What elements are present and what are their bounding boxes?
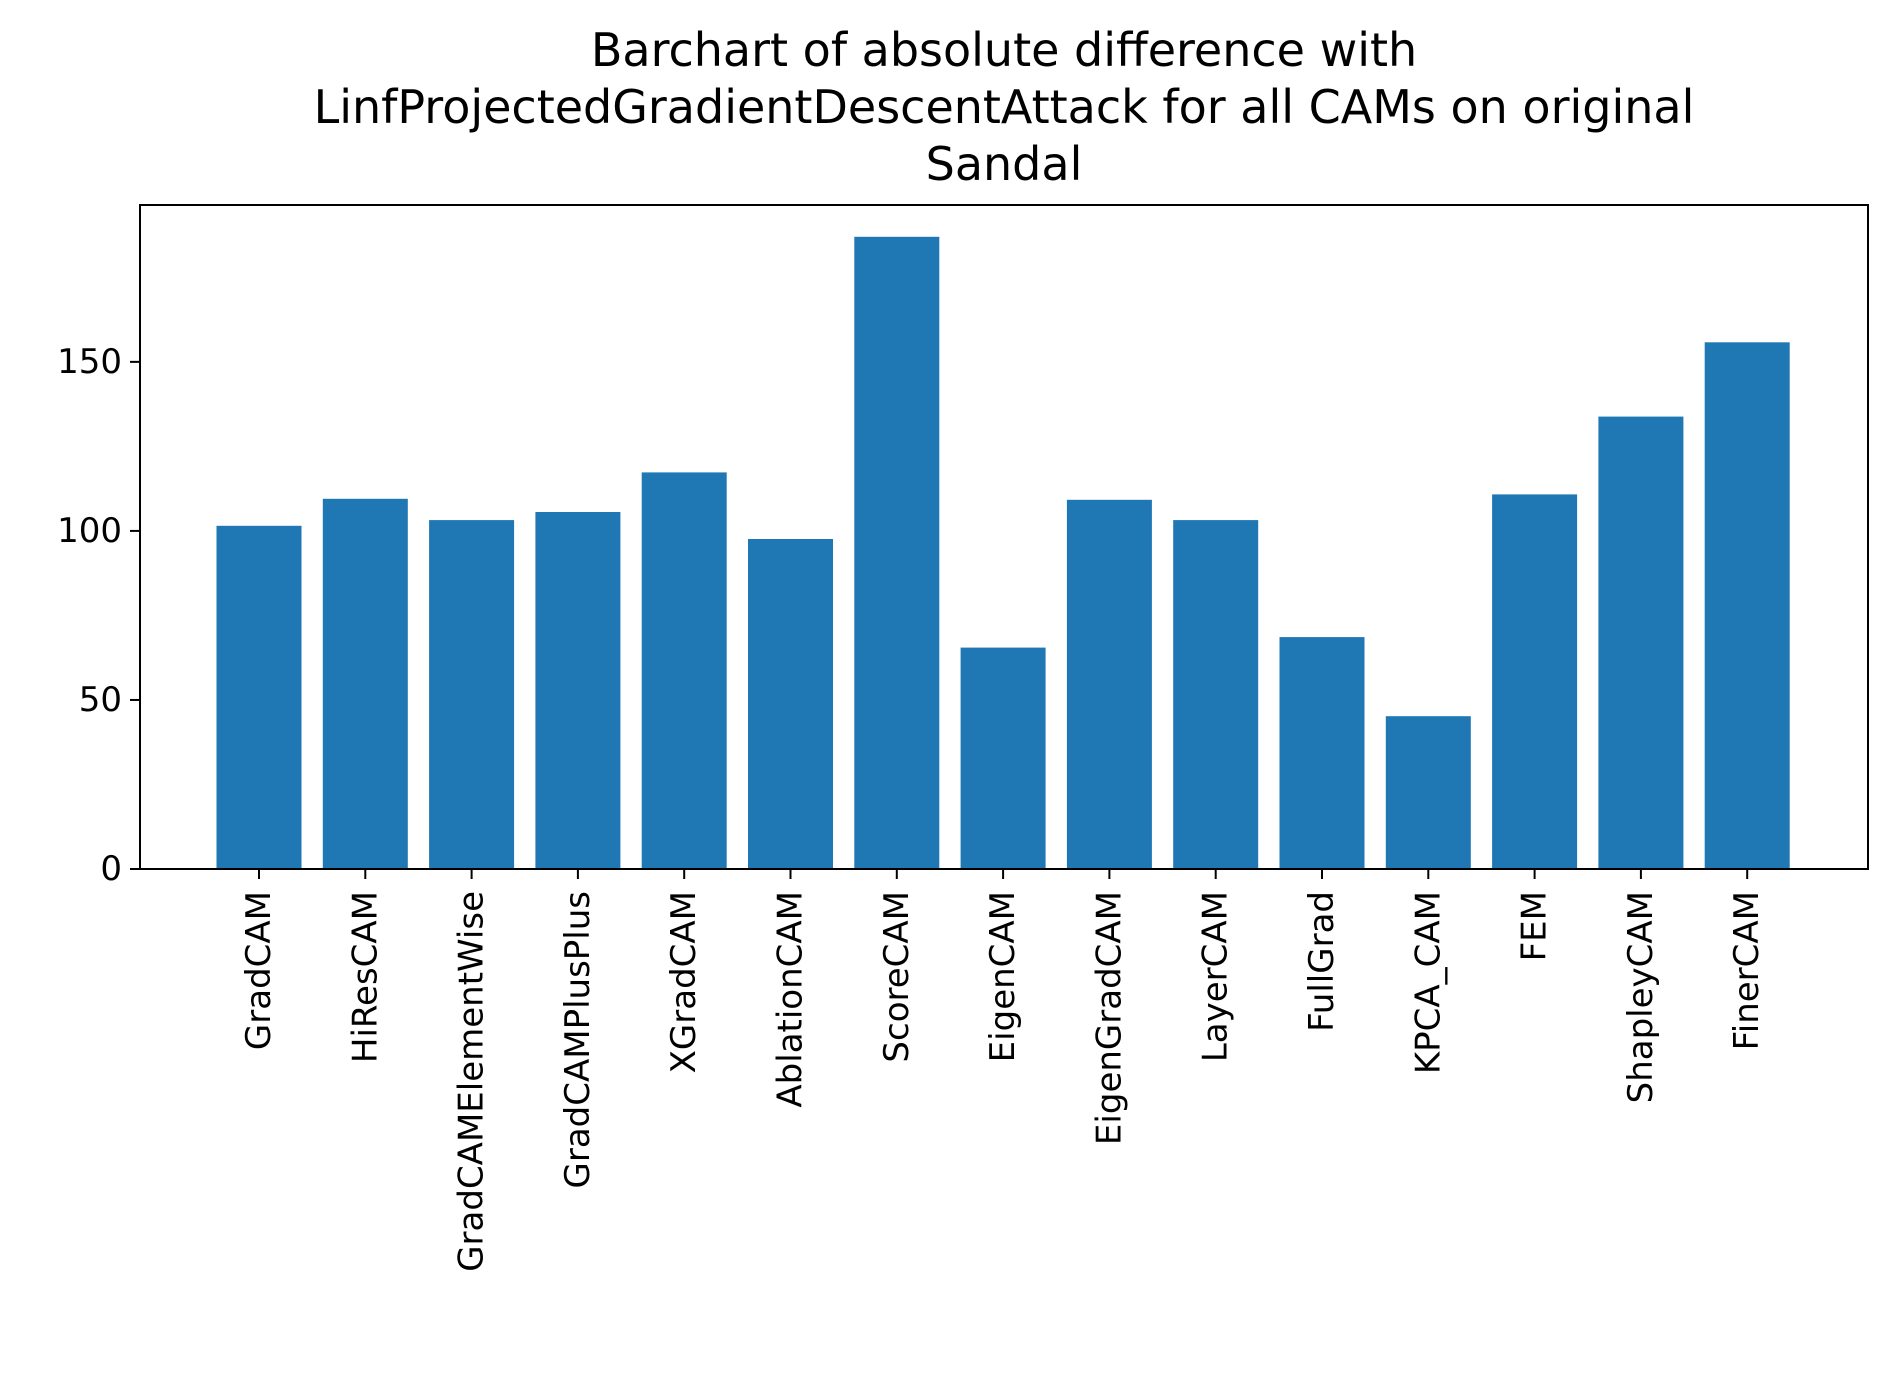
- bar-eigengradcam: [1066, 499, 1152, 869]
- y-axis: 0 50 100 150: [57, 342, 140, 889]
- plot-frame: [139, 204, 1869, 870]
- bar-layercam: [1173, 520, 1259, 869]
- bar-fullgrad: [1279, 637, 1365, 869]
- x-tick-label: EigenGradCAM: [1089, 891, 1129, 1145]
- chart-title: Barchart of absolute difference with Lin…: [314, 23, 1695, 191]
- y-tick-label: 50: [79, 680, 122, 720]
- chart-title-line-3: Sandal: [926, 137, 1083, 191]
- bar-xgradcam: [641, 472, 727, 869]
- y-tick-label: 0: [100, 849, 122, 889]
- bar-gradcamelementwise: [429, 520, 515, 869]
- bar-fem: [1492, 494, 1578, 869]
- x-tick-label: AblationCAM: [771, 891, 811, 1108]
- x-tick-label: GradCAM: [239, 891, 279, 1050]
- x-tick-label: ShapleyCAM: [1621, 891, 1661, 1103]
- bar-hirescam: [322, 498, 408, 869]
- x-tick-label: XGradCAM: [664, 891, 704, 1073]
- x-tick-label: EigenCAM: [983, 891, 1023, 1062]
- x-tick-label: GradCAMPlusPlus: [558, 891, 598, 1189]
- chart-title-line-2: LinfProjectedGradientDescentAttack for a…: [314, 80, 1695, 134]
- bar-ablationcam: [748, 539, 833, 869]
- y-tick-label: 100: [57, 511, 122, 551]
- x-tick-label: FinerCAM: [1727, 891, 1767, 1050]
- x-tick-label: FullGrad: [1302, 891, 1342, 1032]
- x-axis: GradCAM HiResCAM GradCAMElementWise GradCAM…: [239, 869, 1767, 1272]
- bar-finercam: [1704, 342, 1790, 869]
- bar-gradcamplusplus: [535, 512, 621, 869]
- bar-gradcam: [216, 525, 302, 869]
- x-tick-label: KPCA_CAM: [1408, 891, 1448, 1074]
- bar-series: [216, 236, 1790, 870]
- bar-shapleycam: [1598, 416, 1684, 869]
- bar-kpca-cam: [1385, 716, 1471, 869]
- x-tick-label: ScoreCAM: [877, 891, 917, 1063]
- x-tick-label: LayerCAM: [1196, 891, 1236, 1062]
- bar-scorecam: [854, 236, 940, 870]
- x-tick-label: FEM: [1515, 891, 1555, 961]
- y-tick-label: 150: [57, 342, 122, 382]
- chart-title-line-1: Barchart of absolute difference with: [591, 23, 1417, 77]
- x-tick-label: GradCAMElementWise: [452, 891, 492, 1272]
- bar-eigencam: [960, 647, 1046, 869]
- x-tick-label: HiResCAM: [345, 891, 385, 1063]
